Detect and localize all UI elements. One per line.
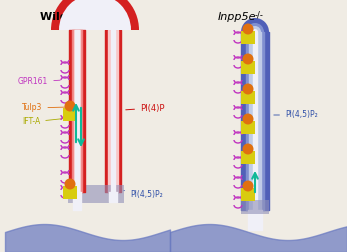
- Bar: [241, 91, 255, 104]
- Text: Wild type: Wild type: [40, 12, 100, 22]
- Bar: [241, 31, 255, 44]
- Ellipse shape: [243, 113, 254, 124]
- Text: Inpp5e: Inpp5e: [218, 12, 256, 22]
- Wedge shape: [51, 0, 139, 30]
- Wedge shape: [246, 23, 264, 32]
- Bar: [241, 188, 255, 201]
- Bar: [63, 186, 77, 199]
- Bar: [241, 121, 255, 134]
- Wedge shape: [60, 0, 130, 30]
- Ellipse shape: [65, 101, 76, 111]
- Ellipse shape: [243, 23, 254, 35]
- Bar: [241, 61, 255, 74]
- Text: PI(4)P: PI(4)P: [126, 104, 164, 112]
- Wedge shape: [241, 18, 269, 32]
- Ellipse shape: [243, 143, 254, 154]
- Bar: [68, 185, 124, 203]
- Bar: [63, 108, 77, 121]
- Text: Tulp3: Tulp3: [22, 104, 66, 112]
- Wedge shape: [249, 26, 261, 32]
- Wedge shape: [59, 0, 131, 30]
- Text: PI(4,5)P₂: PI(4,5)P₂: [124, 191, 163, 200]
- Text: PI(4,5)P₂: PI(4,5)P₂: [274, 110, 318, 119]
- Text: -/-: -/-: [255, 10, 264, 19]
- Ellipse shape: [243, 180, 254, 192]
- Ellipse shape: [65, 178, 76, 190]
- Ellipse shape: [243, 53, 254, 65]
- Bar: [241, 151, 255, 164]
- Wedge shape: [252, 29, 258, 32]
- Text: GPR161: GPR161: [18, 78, 60, 86]
- Bar: [241, 200, 269, 214]
- Ellipse shape: [243, 83, 254, 94]
- Text: IFT-A: IFT-A: [22, 117, 66, 127]
